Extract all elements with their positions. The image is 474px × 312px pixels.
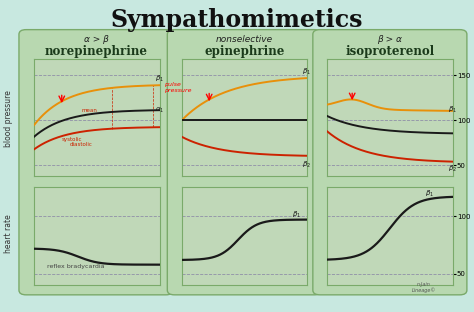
Text: systolic: systolic bbox=[62, 138, 82, 143]
Text: epinephrine: epinephrine bbox=[204, 45, 284, 58]
Text: $\beta_1$: $\beta_1$ bbox=[447, 105, 457, 115]
Text: heart rate: heart rate bbox=[4, 215, 13, 253]
Text: diastolic: diastolic bbox=[69, 142, 92, 147]
Text: α > β: α > β bbox=[83, 35, 109, 43]
Text: $\beta_2$: $\beta_2$ bbox=[302, 159, 311, 170]
Text: $\beta_1$: $\beta_1$ bbox=[155, 74, 164, 84]
Text: reflex bradycardia: reflex bradycardia bbox=[46, 264, 104, 269]
Text: mean: mean bbox=[82, 109, 98, 114]
Text: n-Jain
Lineage©: n-Jain Lineage© bbox=[412, 282, 437, 293]
Text: $\beta_2$: $\beta_2$ bbox=[447, 163, 457, 174]
Text: pulse
pressure: pulse pressure bbox=[164, 82, 192, 93]
Text: $\beta_1$: $\beta_1$ bbox=[302, 67, 311, 77]
Text: $\beta_1$: $\beta_1$ bbox=[425, 188, 434, 199]
Text: β > α: β > α bbox=[377, 35, 402, 43]
Text: norepinephrine: norepinephrine bbox=[45, 45, 147, 58]
Text: blood pressure: blood pressure bbox=[4, 90, 13, 147]
Text: nonselective: nonselective bbox=[216, 35, 273, 43]
Text: isoproterenol: isoproterenol bbox=[345, 45, 435, 58]
Text: $\beta_1$: $\beta_1$ bbox=[292, 210, 301, 221]
Text: $\alpha_1$: $\alpha_1$ bbox=[155, 105, 164, 115]
Text: Sympathomimetics: Sympathomimetics bbox=[111, 8, 363, 32]
